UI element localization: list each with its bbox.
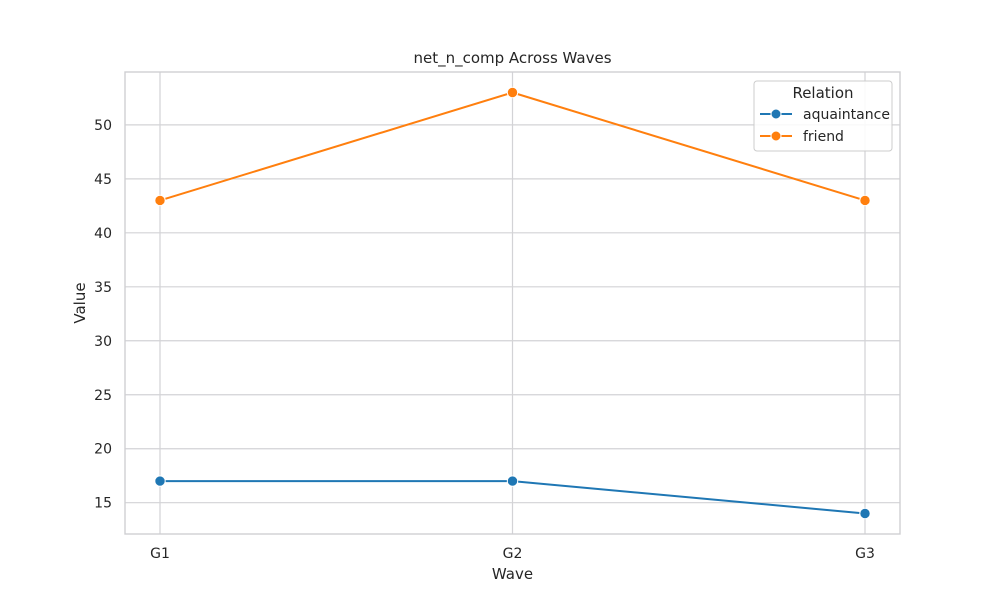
y-tick-label: 20: [94, 442, 112, 458]
grid: [125, 72, 900, 534]
y-tick-label: 40: [94, 226, 112, 242]
legend-item-aquaintance: aquaintance: [760, 107, 890, 123]
legend-box: [753, 80, 893, 152]
legend-point-marker: [770, 108, 782, 120]
legend-label: friend: [803, 129, 844, 145]
legend-items: aquaintance friend: [760, 107, 890, 145]
legend-title: Relation: [792, 84, 853, 102]
series-aquaintance: [154, 475, 871, 520]
y-tick-label: 30: [94, 334, 112, 350]
y-tick-label: 45: [94, 172, 112, 188]
series-layer: [154, 86, 871, 520]
data-point-aquaintance: [154, 475, 166, 487]
data-point-friend: [154, 194, 166, 207]
plot-frame: [124, 71, 901, 535]
x-tick-label: G1: [150, 546, 170, 562]
y-tick-labels: 15 20 25 30 35 40 45 50: [94, 118, 112, 512]
y-axis-label: Value: [71, 282, 89, 323]
legend-item-friend: friend: [760, 129, 844, 145]
x-tick-label: G3: [855, 546, 875, 562]
data-point-friend: [859, 194, 871, 207]
data-point-aquaintance: [506, 475, 519, 487]
legend: Relation aquaintance friend: [753, 80, 893, 152]
data-point-friend: [506, 86, 519, 99]
y-tick-label: 50: [94, 118, 112, 134]
y-tick-label: 25: [94, 388, 112, 404]
chart-title: net_n_comp Across Waves: [413, 49, 611, 68]
x-tick-label: G2: [503, 546, 523, 562]
y-tick-label: 35: [94, 280, 112, 296]
x-axis-label: Wave: [492, 565, 533, 583]
x-tick-labels: G1 G2 G3: [150, 546, 875, 562]
y-tick-label: 15: [94, 496, 112, 512]
legend-point-marker: [770, 130, 782, 142]
legend-label: aquaintance: [803, 107, 890, 123]
series-friend: [154, 86, 871, 207]
data-point-aquaintance: [859, 507, 871, 520]
